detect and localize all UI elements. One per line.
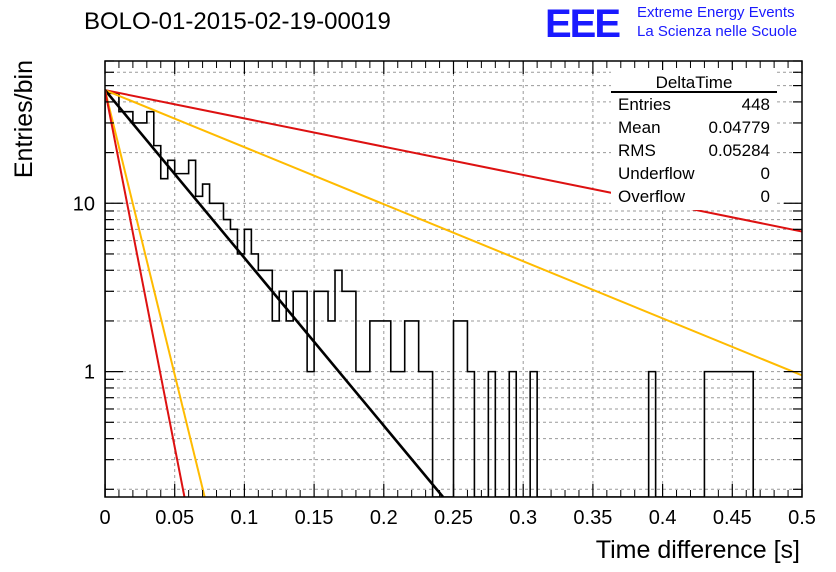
y-axis-title: Entries/bin	[10, 60, 38, 178]
stats-label: Entries	[618, 95, 671, 114]
x-tick-label: 0.4	[649, 507, 677, 529]
stats-value: 0	[761, 164, 770, 183]
stats-box: DeltaTime Entries 448 Mean 0.04779 RMS 0.05284…	[611, 70, 777, 210]
stats-label: Underflow	[618, 164, 695, 183]
histogram-outline	[105, 92, 802, 497]
y-tick-label: 10	[73, 193, 95, 215]
organization-subtitle: La Scienza nelle Scuole	[637, 23, 798, 40]
fit-line-black	[105, 89, 445, 497]
x-tick-label: 0.05	[155, 507, 194, 529]
x-tick-label: 0.45	[713, 507, 752, 529]
x-tick-label: 0.35	[573, 507, 612, 529]
x-tick-label: 0	[99, 507, 110, 529]
y-tick-label: 1	[84, 362, 95, 384]
chart-title: BOLO-01-2015-02-19-00019	[84, 8, 391, 35]
fit-line-orange	[105, 89, 206, 497]
x-tick-label: 0.1	[230, 507, 258, 529]
x-tick-label: 0.3	[509, 507, 537, 529]
stats-value: 0.05284	[709, 141, 770, 160]
stats-box-bg	[611, 70, 777, 210]
organization-name: Extreme Energy Events	[637, 4, 795, 21]
stats-value: 448	[742, 95, 770, 114]
x-tick-label: 0.5	[788, 507, 816, 529]
eee-logo: EEE	[545, 2, 621, 46]
x-tick-label: 0.2	[370, 507, 398, 529]
stats-label: Overflow	[618, 187, 686, 206]
x-tick-label: 0.25	[434, 507, 473, 529]
x-axis-title: Time difference [s]	[596, 536, 800, 564]
stats-value: 0	[761, 187, 770, 206]
fit-line-orange	[105, 89, 802, 377]
stats-label: RMS	[618, 141, 656, 160]
stats-title: DeltaTime	[656, 73, 733, 92]
fit-line-red	[105, 89, 186, 497]
stats-label: Mean	[618, 118, 661, 137]
x-tick-label: 0.15	[295, 507, 334, 529]
stats-value: 0.04779	[709, 118, 770, 137]
